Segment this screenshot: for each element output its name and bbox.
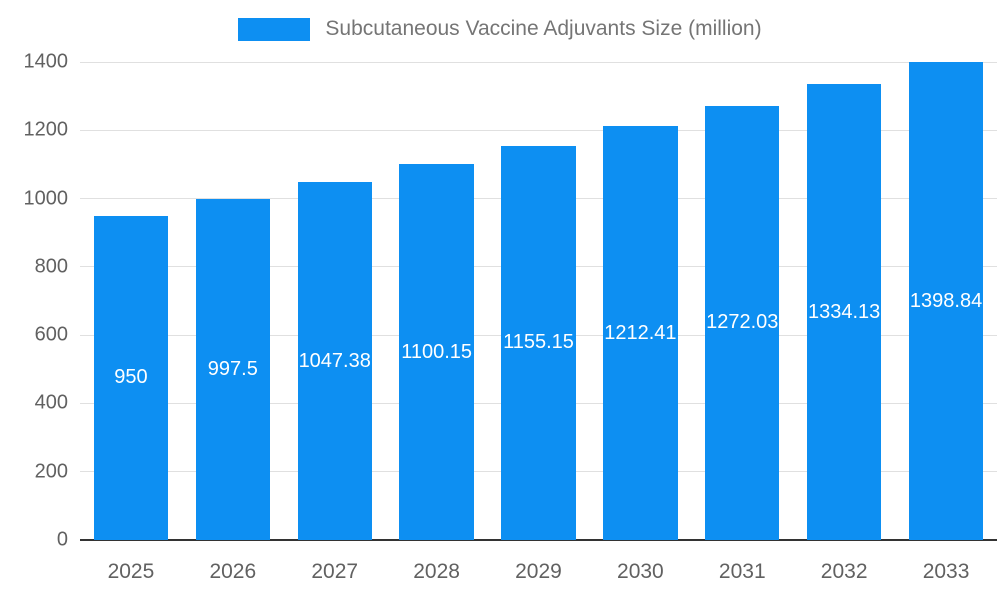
x-axis-baseline [80, 539, 997, 541]
bar-value-label: 1212.41 [604, 321, 677, 344]
bar-2028[interactable]: 1100.15 [399, 164, 474, 540]
x-axis-tick-label: 2027 [311, 560, 359, 583]
legend-swatch [238, 17, 311, 41]
x-axis-tick-label: 2033 [922, 560, 970, 583]
bar-value-label: 1155.15 [503, 331, 574, 354]
bar-value-label: 1100.15 [401, 340, 472, 363]
y-axis-tick-label: 400 [34, 391, 68, 414]
y-axis-tick-label: 1200 [23, 118, 69, 141]
x-axis-tick-label: 2029 [515, 560, 562, 583]
chart-legend: Subcutaneous Vaccine Adjuvants Size (mil… [0, 17, 1000, 41]
bar-value-label: 1398.84 [909, 289, 983, 312]
bar-value-label: 1272.03 [706, 311, 779, 334]
bar-2029[interactable]: 1155.15 [501, 145, 576, 540]
bar-2026[interactable]: 997.5 [195, 199, 271, 540]
x-axis-tick-label: 2032 [820, 560, 868, 583]
y-axis-tick-label: 0 [56, 528, 68, 551]
chart-title: Subcutaneous Vaccine Adjuvants Size (mil… [325, 17, 762, 40]
y-axis-tick-label: 1400 [23, 50, 69, 73]
x-axis-tick-label: 2026 [209, 560, 257, 583]
y-axis-tick-label: 200 [34, 460, 68, 483]
x-axis-tick-label: 2028 [413, 560, 460, 583]
bar-2031[interactable]: 1272.03 [705, 105, 780, 540]
y-axis-tick-label: 1000 [23, 187, 69, 210]
y-axis-tick-label: 600 [34, 323, 68, 346]
bar-value-label: 1047.38 [298, 349, 371, 372]
bar-value-label: 997.5 [207, 358, 258, 381]
x-axis-tick-label: 2025 [107, 560, 155, 583]
x-axis-tick-label: 2031 [718, 560, 766, 583]
bar-value-label: 950 [114, 366, 148, 389]
bar-2032[interactable]: 1334.13 [806, 84, 882, 540]
bar-2030[interactable]: 1212.41 [603, 126, 678, 540]
bar-2027[interactable]: 1047.38 [297, 182, 372, 540]
bar-2025[interactable]: 950 [93, 215, 169, 540]
y-axis-tick-label: 800 [34, 255, 68, 278]
gridline [80, 129, 997, 131]
bar-2033[interactable]: 1398.84 [908, 62, 984, 540]
gridline [80, 61, 997, 63]
x-axis-tick-label: 2030 [617, 560, 664, 583]
bar-value-label: 1334.13 [808, 300, 881, 323]
